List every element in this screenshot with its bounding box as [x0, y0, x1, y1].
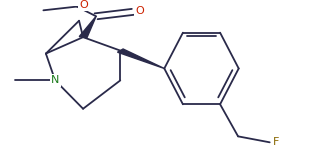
- Text: N: N: [51, 75, 60, 85]
- Text: O: O: [136, 6, 144, 16]
- Text: F: F: [273, 137, 279, 147]
- Polygon shape: [117, 49, 164, 69]
- Text: O: O: [79, 0, 88, 10]
- Polygon shape: [79, 16, 96, 38]
